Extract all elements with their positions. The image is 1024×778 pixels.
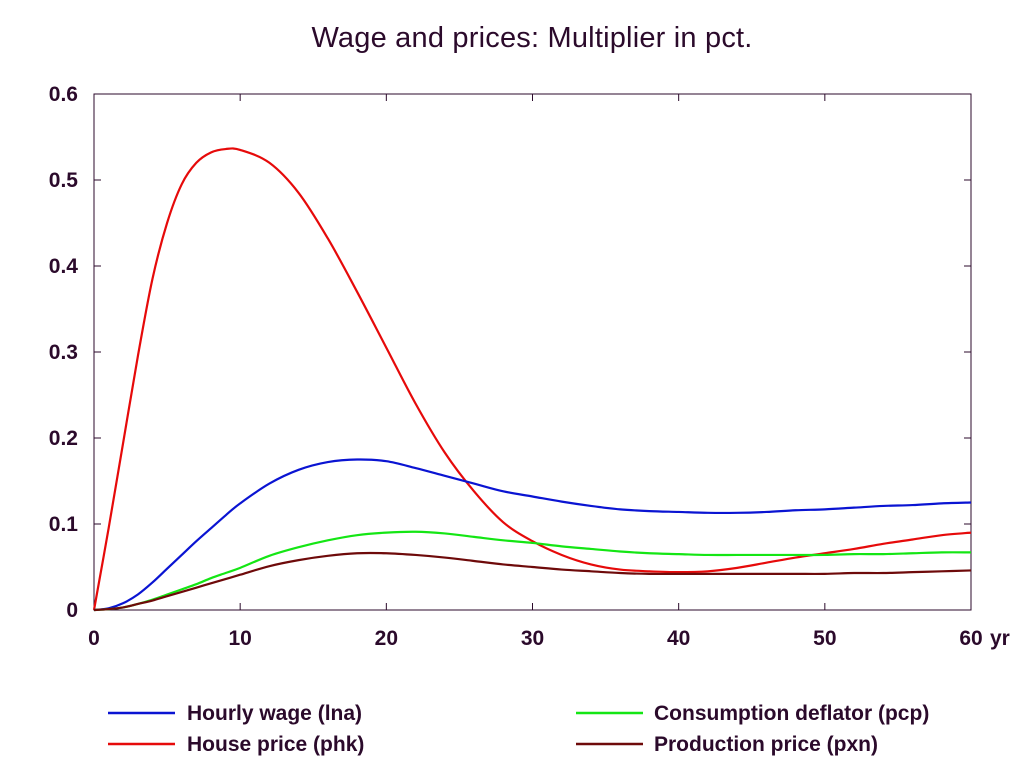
legend-label: Production price (pxn) (654, 733, 878, 756)
y-tick-label: 0 (66, 599, 78, 622)
series-line-consumption-deflator-pcp (93, 530, 972, 612)
legend-label: House price (phk) (187, 733, 364, 756)
x-tick-label: 0 (88, 627, 100, 650)
x-tick-label: 50 (813, 627, 836, 650)
legend-label: Consumption deflator (pcp) (654, 702, 929, 725)
series-line-house-price-phk (92, 147, 972, 611)
y-tick-label: 0.4 (49, 255, 79, 278)
legend: Hourly wage (lna) House price (phk) Consum… (108, 702, 929, 756)
y-tick-label: 0.6 (49, 83, 78, 106)
axis-ticks: 0 0.1 0.2 0.3 0.4 0.5 0.6 0 10 20 30 40 50 60 yr (49, 83, 1010, 650)
series-line-production-price-pxn (93, 551, 972, 612)
series-line-hourly-wage-lna (93, 458, 972, 612)
y-tick-label: 0.5 (49, 169, 79, 192)
x-tick-label: 30 (521, 627, 544, 650)
x-tick-label: 40 (667, 627, 690, 650)
plot-frame (93, 93, 972, 611)
x-tick-label: 20 (375, 627, 398, 650)
x-tick-label: 60 (959, 627, 982, 650)
chart-title: Wage and prices: Multiplier in pct. (311, 22, 753, 54)
y-tick-label: 0.1 (49, 513, 79, 536)
legend-label: Hourly wage (lna) (187, 702, 362, 725)
x-tick-label: 10 (228, 627, 251, 650)
y-tick-label: 0.3 (49, 341, 78, 364)
x-unit-label: yr (990, 627, 1010, 650)
y-tick-label: 0.2 (49, 427, 78, 450)
series-lines (92, 147, 972, 612)
